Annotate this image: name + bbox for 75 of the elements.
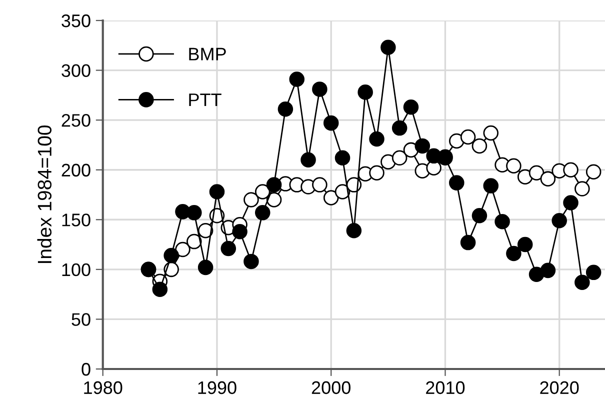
point [392,120,408,136]
point [266,192,282,208]
point [563,195,578,210]
y-tick-label: 100 [62,263,90,276]
point [517,236,533,252]
point [312,177,328,192]
point [472,208,488,224]
point [528,266,544,282]
point [300,152,316,168]
point [540,171,556,186]
point [198,260,214,276]
point [323,115,339,131]
point [244,192,259,208]
y-tick-label: 50 [72,313,90,326]
point [586,264,602,280]
point [164,248,179,264]
point [483,125,499,141]
x-tick-label: 1990 [198,381,236,394]
y-tick-label: 0 [82,362,90,376]
x-tick-label: 2010 [426,381,465,394]
point [403,142,419,158]
point [244,254,259,270]
point [392,150,408,166]
point [232,224,248,240]
point [220,240,236,256]
point [209,184,225,200]
point [186,234,202,250]
point [152,282,168,297]
point [175,242,190,258]
point [517,169,533,184]
point [528,165,544,180]
y-tick-label: 150 [62,214,90,226]
x-tick-label: 1980 [84,381,122,394]
point [266,177,282,192]
point [289,72,304,87]
point [323,190,339,206]
point [312,82,328,97]
point [186,205,202,220]
y-tick-label: 200 [62,164,90,177]
point [460,129,476,145]
point [449,175,464,190]
point [198,222,214,238]
y-tick-label: 300 [62,64,90,78]
point [563,162,578,178]
point [586,164,602,180]
point [494,214,510,230]
x-tick-label: 2000 [312,381,350,394]
point [358,84,373,100]
point [540,262,556,278]
y-axis-title: Index 1984=100 [37,125,52,263]
point [574,181,590,196]
point [380,40,396,56]
point [552,213,567,228]
point [403,99,419,115]
legend-label: BMP [189,48,226,60]
point [414,138,430,154]
point [483,178,499,194]
point [278,101,294,117]
point [254,184,270,200]
point [506,246,522,262]
point [334,150,350,166]
x-tick-label: 2020 [540,381,579,394]
y-tick-label: 250 [62,114,90,127]
point [346,222,362,238]
point [506,158,522,174]
point [369,165,384,180]
point [164,262,179,278]
point [369,131,384,147]
point [574,274,590,290]
point [472,138,488,154]
point [449,133,464,149]
point [460,234,476,250]
legend-label: PTT [189,94,222,106]
y-tick-label: 350 [62,14,90,28]
point [254,205,270,220]
